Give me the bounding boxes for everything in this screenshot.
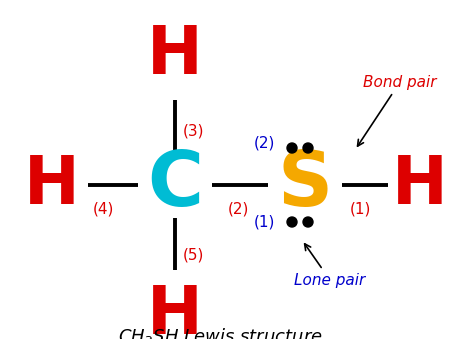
Text: (4): (4) <box>93 202 114 217</box>
Text: (1): (1) <box>350 202 372 217</box>
Text: CH$_3$SH Lewis structure: CH$_3$SH Lewis structure <box>117 326 322 339</box>
Circle shape <box>287 143 297 153</box>
Circle shape <box>303 143 313 153</box>
Text: S: S <box>278 148 333 222</box>
Text: (2): (2) <box>254 136 275 151</box>
Text: (5): (5) <box>183 248 205 263</box>
Text: Bond pair: Bond pair <box>358 75 437 146</box>
Text: (1): (1) <box>254 215 275 230</box>
Circle shape <box>303 217 313 227</box>
Text: Lone pair: Lone pair <box>294 244 366 287</box>
Text: (3): (3) <box>183 123 205 138</box>
Text: H: H <box>147 22 203 88</box>
Circle shape <box>287 217 297 227</box>
Text: H: H <box>147 282 203 339</box>
Text: C: C <box>147 148 203 222</box>
Text: H: H <box>392 152 448 218</box>
Text: H: H <box>24 152 80 218</box>
Text: (2): (2) <box>228 202 249 217</box>
